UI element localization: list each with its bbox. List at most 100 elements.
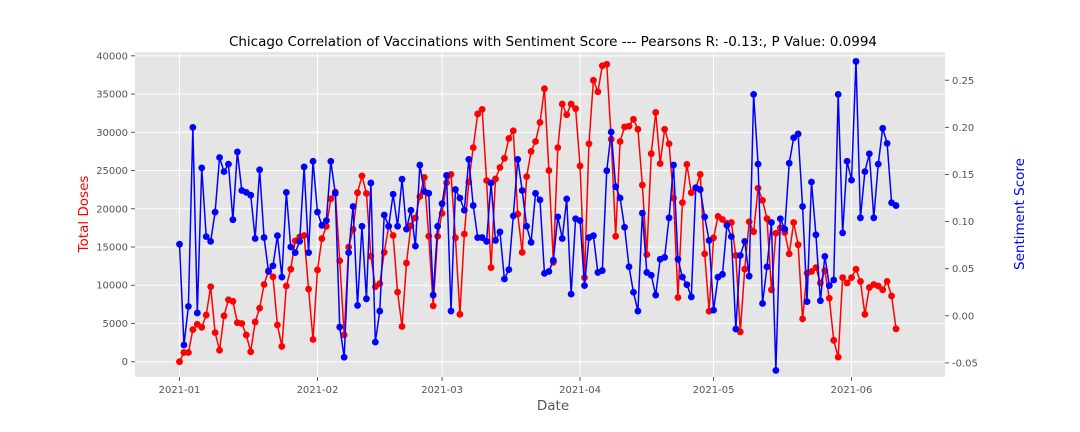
doses-point (647, 150, 655, 158)
sentiment-point (687, 293, 695, 301)
doses-point (309, 336, 317, 343)
sentiment-point (309, 157, 317, 165)
sentiment-point (345, 249, 353, 257)
doses-point (879, 286, 887, 294)
sentiment-point (492, 237, 499, 244)
sentiment-point (536, 196, 544, 204)
sentiment-point (710, 306, 717, 314)
doses-point (794, 241, 802, 249)
sentiment-point (630, 288, 637, 296)
sentiment-point (443, 172, 450, 179)
doses-point (389, 232, 397, 239)
sentiment-point (834, 90, 842, 98)
sentiment-point (523, 222, 531, 230)
sentiment-point (434, 222, 442, 230)
sentiment-point (705, 237, 713, 244)
sentiment-point (812, 231, 820, 239)
sentiment-point (416, 161, 424, 169)
doses-point (852, 265, 860, 273)
doses-point (282, 282, 290, 290)
sentiment-point (790, 134, 798, 142)
sentiment-point (180, 341, 188, 349)
doses-point (327, 195, 335, 203)
sentiment-point (607, 128, 615, 136)
doses-point (496, 164, 504, 171)
doses-point (269, 273, 277, 281)
sentiment-point (354, 302, 361, 309)
x-tick-label: 2021-02 (297, 385, 339, 396)
doses-point (585, 140, 593, 148)
sentiment-point (380, 211, 388, 219)
doses-point (567, 100, 575, 108)
sentiment-point (745, 272, 753, 280)
sentiment-point (616, 194, 624, 202)
sentiment-point (425, 189, 433, 197)
sentiment-point (576, 217, 584, 225)
sentiment-point (314, 208, 321, 216)
sentiment-point (549, 256, 557, 264)
doses-point (229, 297, 237, 305)
sentiment-point (269, 262, 277, 270)
doses-point (843, 279, 851, 287)
doses-point (772, 229, 780, 237)
sentiment-point (825, 282, 833, 290)
sentiment-point (683, 281, 691, 289)
doses-point (363, 190, 370, 197)
doses-point (808, 268, 815, 275)
doses-point (189, 326, 197, 333)
right-tick-label: 0.10 (952, 217, 974, 228)
sentiment-point (781, 225, 789, 233)
doses-point (305, 285, 312, 293)
doses-point (563, 111, 571, 119)
sentiment-point (300, 163, 308, 171)
sentiment-point (282, 188, 290, 196)
sentiment-point (305, 249, 312, 257)
doses-point (474, 110, 482, 118)
sentiment-point (763, 263, 771, 271)
sentiment-point (496, 228, 504, 236)
doses-point (888, 292, 895, 300)
sentiment-point (879, 124, 887, 132)
doses-point (830, 336, 838, 344)
sentiment-point (865, 150, 873, 158)
sentiment-point (883, 139, 891, 147)
sentiment-point (732, 325, 740, 333)
doses-point (825, 294, 833, 302)
doses-point (785, 250, 793, 258)
doses-point (679, 199, 686, 207)
doses-point (256, 304, 264, 312)
left-tick-label: 35000 (96, 90, 128, 101)
sentiment-point (518, 187, 526, 194)
doses-point (754, 184, 762, 192)
sentiment-point (625, 263, 633, 271)
sentiment-point (229, 216, 237, 224)
sentiment-point (176, 240, 183, 248)
sentiment-point (216, 154, 223, 161)
sentiment-point (621, 223, 628, 231)
sentiment-point (394, 222, 401, 230)
doses-point (696, 170, 704, 178)
sentiment-point (247, 191, 255, 199)
sentiment-point (794, 130, 802, 138)
doses-point (527, 148, 535, 155)
sentiment-point (857, 214, 864, 222)
doses-point (198, 323, 206, 331)
sentiment-point (638, 209, 646, 217)
sentiment-point (754, 160, 762, 168)
doses-point (719, 216, 726, 223)
doses-point (656, 160, 664, 168)
doses-point (541, 85, 548, 93)
sentiment-point (590, 232, 597, 240)
sentiment-point (398, 175, 406, 183)
doses-point (460, 230, 468, 238)
doses-point (857, 278, 864, 285)
doses-point (505, 135, 513, 142)
doses-point (594, 88, 602, 96)
doses-point (398, 323, 406, 330)
sentiment-point (514, 155, 522, 163)
doses-point (661, 125, 669, 133)
doses-point (874, 282, 882, 290)
doses-point (572, 105, 579, 112)
sentiment-point (363, 295, 370, 303)
